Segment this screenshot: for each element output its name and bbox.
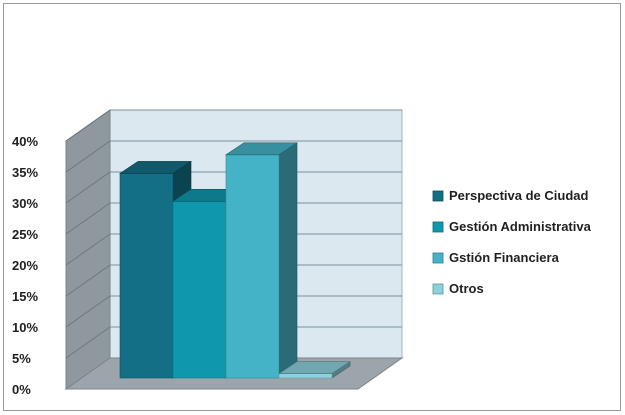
gridline-side [65,140,111,173]
bar-front [278,373,333,379]
bar-front [172,201,227,379]
gridline-side [65,264,111,297]
y-tick-label: 15% [12,289,38,304]
bar-top [278,361,351,374]
bar-front [225,154,280,379]
y-tick-label: 20% [12,258,38,273]
gridline-side [65,233,111,266]
y-tick-label: 35% [12,165,38,180]
legend-swatch [432,190,444,202]
legend-label: Gestión Administrativa [449,219,592,234]
y-tick-label: 40% [12,134,38,149]
legend-label: Perspectiva de Ciudad [449,188,588,203]
bar-top [119,161,192,174]
gridline-side [65,109,111,142]
gridline-side [65,326,111,359]
y-tick-label: 30% [12,196,38,211]
bar-side [278,142,298,379]
y-tick-label: 10% [12,320,38,335]
legend-swatch [432,221,444,233]
bar-front [119,173,174,379]
legend-swatch [432,252,444,264]
bar [225,142,298,379]
legend-label: Otros [449,281,484,296]
bar-top [225,142,298,156]
gridline-side [65,295,111,328]
gridline-side [65,171,111,204]
y-tick-label: 5% [12,351,31,366]
legend-swatch [432,283,444,295]
y-tick-label: 25% [12,227,38,242]
bar [278,361,351,379]
y-tick-label: 0% [12,382,31,397]
gridline-side [65,202,111,235]
legend-label: Gstión Financiera [449,250,560,265]
